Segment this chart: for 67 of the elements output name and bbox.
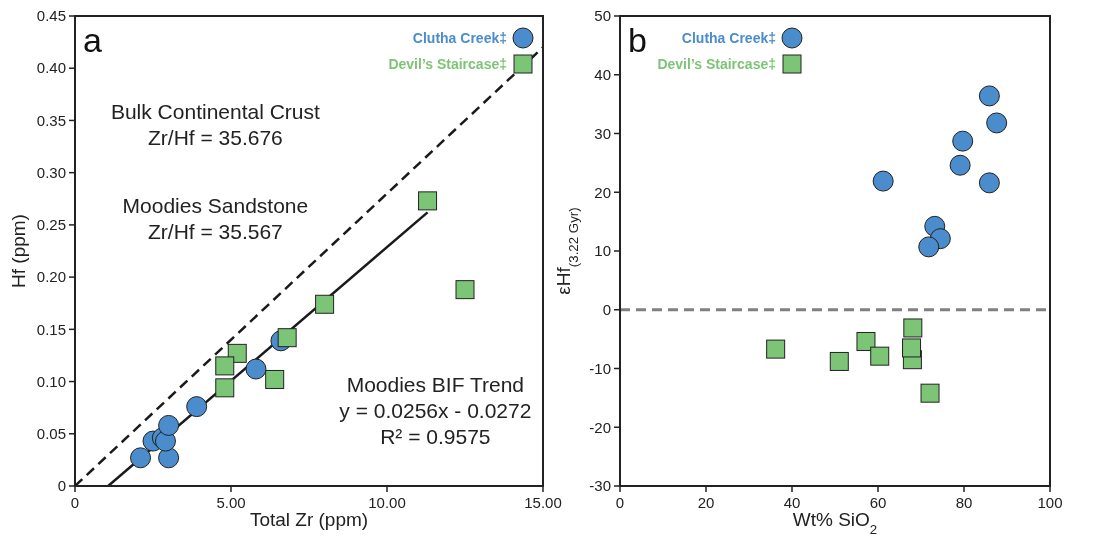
y-tick-label: 0.20 (36, 268, 66, 286)
point (315, 294, 335, 314)
y-tick-label: 0.40 (36, 59, 66, 77)
legend-label: Devil’s Staircase‡ (657, 55, 776, 72)
x-tick-label: 0 (70, 494, 80, 511)
annotation: Moodies BIF Trend y = 0.0256x - 0.0272 R² = 0.9575 (339, 373, 532, 448)
point (158, 447, 180, 469)
annotation: Moodies Sandstone Zr/Hf = 35.567 (122, 194, 309, 244)
x-tick-label: 20 (697, 494, 715, 511)
y-tick-label: 40 (594, 66, 611, 83)
y-tick-label: 20 (594, 183, 611, 201)
annotation: b (628, 21, 647, 59)
x-tick-label: 100 (1037, 494, 1063, 511)
point (978, 85, 1000, 107)
annotation: a (83, 21, 102, 59)
legend-label: Clutha Creek‡ (681, 29, 776, 46)
point (215, 356, 235, 376)
y-tick-label: 0.35 (36, 111, 66, 129)
point (952, 130, 974, 152)
point (186, 396, 208, 418)
x-tick-label: 5.00 (216, 494, 246, 511)
y-tick-label: -10 (589, 359, 611, 377)
y-tick-label: 0 (57, 477, 66, 495)
point (130, 447, 152, 469)
legend-label: Devil’s Staircase‡ (388, 55, 507, 72)
y-tick-label: -30 (589, 477, 611, 495)
y-tick-label: 0 (602, 301, 611, 318)
point (918, 236, 940, 258)
x-axis-title: Total Zr (ppm) (249, 509, 369, 530)
point (903, 318, 923, 338)
y-tick-label: 50 (594, 7, 611, 25)
point (455, 280, 475, 300)
point (245, 358, 267, 380)
y-tick-label: 0.30 (36, 163, 66, 181)
x-tick-label: 0 (615, 494, 625, 511)
point (766, 339, 786, 359)
point (265, 369, 285, 389)
point (949, 154, 971, 176)
point (986, 112, 1008, 134)
y-tick-label: 0.05 (36, 425, 66, 443)
x-axis-title: Wt% SiO$_{2}$ (792, 509, 878, 537)
y-tick-label: 10 (594, 242, 611, 260)
y-axis-title: Hf (ppm) (8, 214, 29, 288)
x-tick-label: 60 (869, 494, 887, 511)
point (870, 346, 890, 366)
point (902, 338, 922, 358)
x-tick-label: 15.00 (524, 494, 562, 511)
point (856, 331, 876, 351)
point (215, 378, 235, 398)
point (277, 328, 297, 348)
y-tick-label: -20 (589, 418, 611, 436)
y-tick-label: 0.45 (36, 7, 66, 25)
legend-label: Clutha Creek‡ (412, 29, 507, 46)
point (920, 383, 940, 403)
y-tick-label: 0.10 (36, 372, 66, 390)
x-tick-label: 40 (783, 494, 801, 511)
y-tick-label: 30 (594, 124, 611, 142)
x-tick-label: 10.00 (368, 494, 406, 511)
point (829, 351, 849, 371)
point (418, 191, 438, 211)
point (978, 172, 1000, 194)
point (158, 414, 180, 436)
x-tick-label: 80 (955, 494, 973, 511)
y-tick-label: 0.15 (36, 320, 66, 338)
y-tick-label: 0.25 (36, 216, 66, 234)
point (872, 170, 894, 192)
annotation: Bulk Continental Crust Zr/Hf = 35.676 (110, 100, 321, 150)
